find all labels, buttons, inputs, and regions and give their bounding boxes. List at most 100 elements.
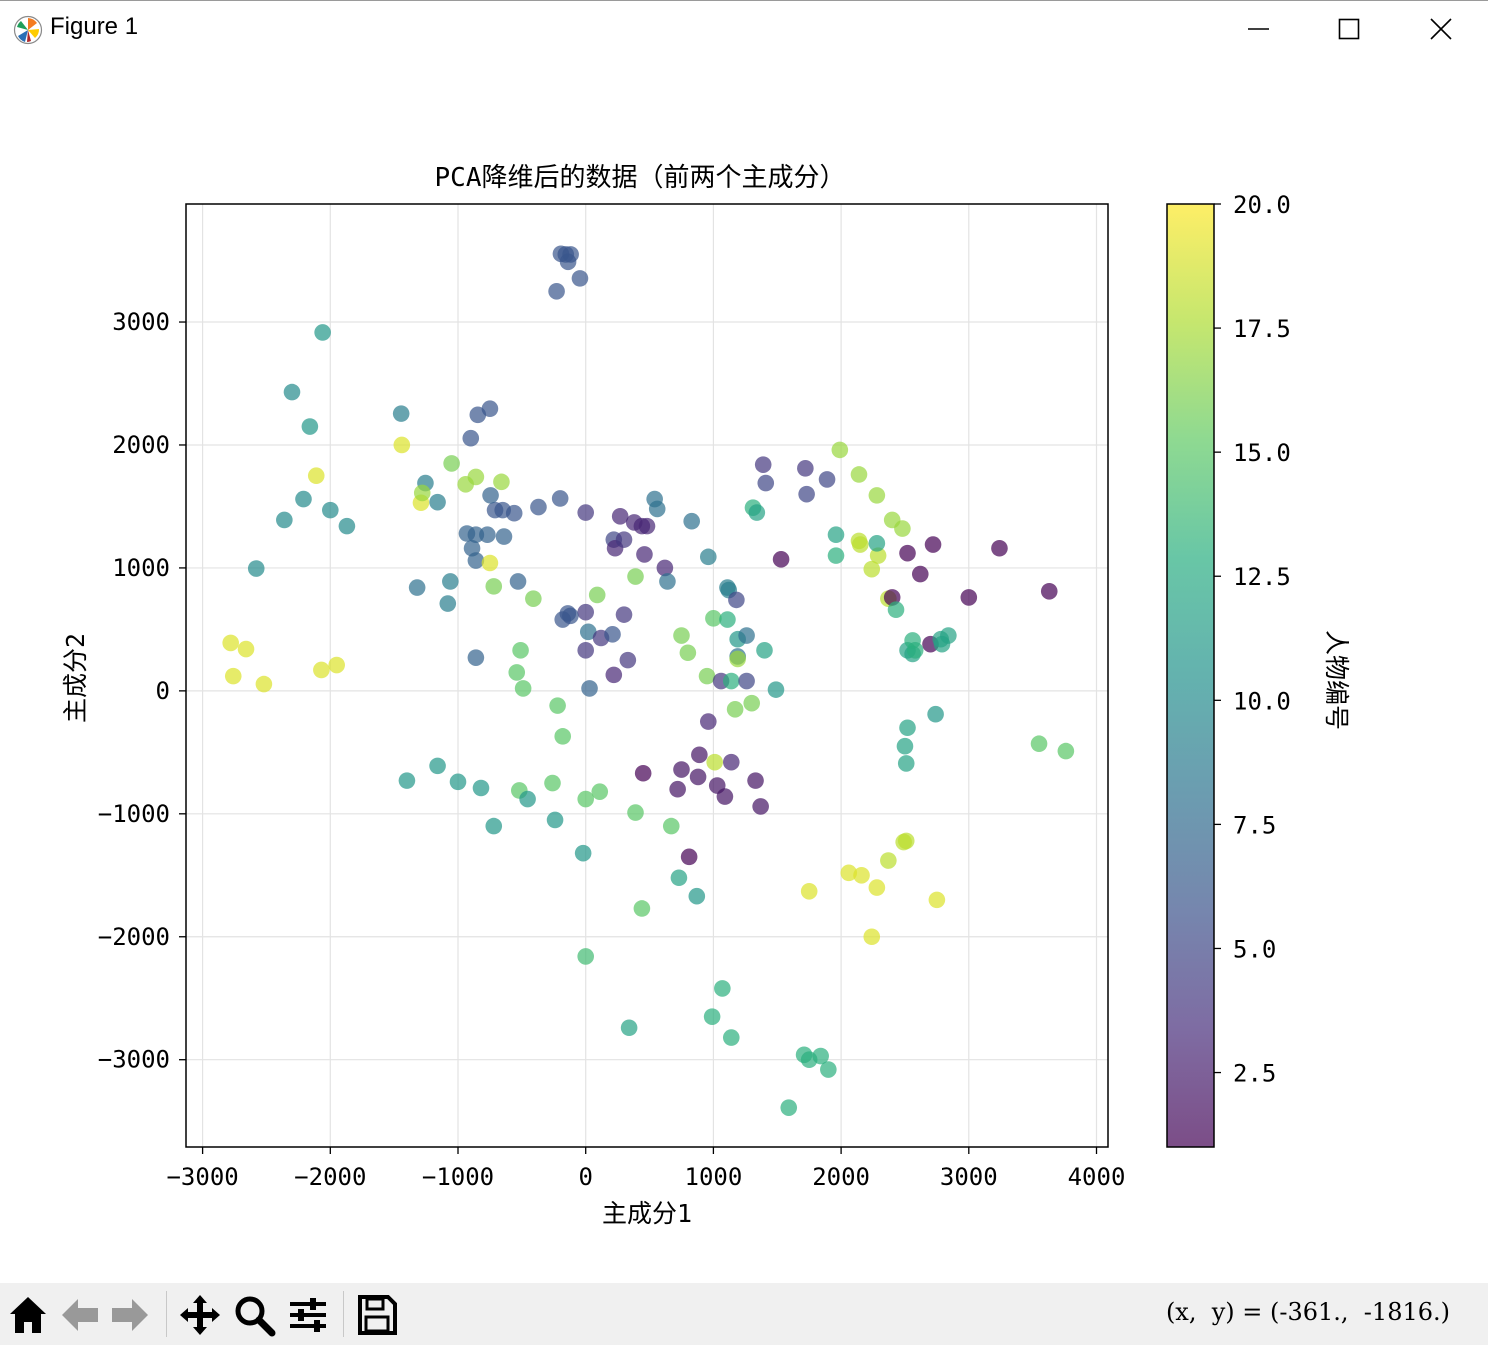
scatter-point [772,551,790,568]
scatter-point [887,601,905,619]
scatter-point [680,848,698,866]
toolbar-separator [166,1291,167,1337]
y-tick-label: 3000 [112,308,170,336]
scatter-point [703,1008,721,1025]
pan-icon[interactable] [178,1293,222,1337]
colorbar-tick-label: 2.5 [1233,1060,1276,1088]
scatter-point [605,666,623,684]
scatter-point [714,980,731,997]
colorbar-tick-label: 17.5 [1233,315,1291,343]
scatter-point [408,579,426,596]
scatter-point [467,468,485,486]
scatter-point [301,418,319,435]
x-axis-label: 主成分1 [602,1199,692,1228]
scatter-point [767,681,785,698]
scatter-point [820,1061,837,1078]
scatter-point [738,627,755,644]
scatter-point [726,701,744,718]
scatter-point [525,590,542,607]
scatter-point [851,536,869,553]
scatter-point [748,504,766,521]
scatter-point [588,586,606,604]
figure-canvas[interactable]: −3000 −2000 −1000 0 1000 2000 3000 4000 −3000 −20… [0,56,1488,1283]
x-tick-label: 0 [578,1163,592,1191]
scatter-point [863,560,881,578]
close-icon[interactable] [1421,9,1461,49]
scatter-point [894,520,911,537]
scatter-point [469,406,487,424]
scatter-point [679,644,697,662]
scatter-point [1040,582,1058,600]
colorbar-tick-label: 15.0 [1233,439,1291,467]
back-arrow-icon[interactable] [58,1293,102,1337]
scatter-point [467,649,485,666]
x-tick-label: 2000 [812,1163,870,1191]
scatter-point [719,611,736,628]
scatter-point [627,804,644,821]
y-tick-label: −1000 [98,800,170,828]
scatter-point [840,864,858,882]
scatter-point [683,512,700,530]
scatter-point [798,485,815,503]
cursor-coordinates: (x, y) = (-361., -1816.) [1165,1298,1450,1326]
scatter-point [462,429,480,447]
scatter-point [313,661,330,679]
scatter-point [722,1029,740,1046]
scatter-point [443,455,460,472]
scatter-point [493,473,510,491]
scatter-point [899,719,916,737]
scatter-point [662,817,680,835]
scatter-point [706,753,723,771]
scatter-point [508,664,526,681]
scatter-point [398,772,416,789]
scatter-point [673,627,690,644]
configure-subplots-icon[interactable] [286,1293,330,1337]
scatter-point [895,833,912,851]
scatter-point [656,559,674,577]
colorbar-tick-label: 12.5 [1233,563,1291,591]
scatter-point [747,772,764,789]
scatter-point [413,484,431,502]
home-icon[interactable] [6,1293,50,1337]
scatter-point [467,526,485,544]
scatter-point [467,552,485,569]
scatter-point [705,610,722,627]
scatter-point [940,627,957,644]
minimize-icon[interactable] [1238,9,1278,49]
scatter-point [780,1099,798,1116]
scatter-points [222,245,1075,1116]
y-tick-label: −3000 [98,1046,170,1074]
x-tick-label: 4000 [1068,1163,1126,1191]
scatter-point [853,866,870,884]
scatter-point [479,526,496,544]
scatter-point [743,694,761,712]
maximize-icon[interactable] [1329,9,1369,49]
scatter-point [928,891,946,909]
colorbar-label: 人物编号 [1322,630,1351,730]
scatter-point [442,573,459,590]
scatter-point [620,1019,638,1037]
scatter-point [648,500,666,518]
forward-arrow-icon[interactable] [108,1293,152,1337]
scatter-point [699,548,717,566]
save-icon[interactable] [355,1293,399,1337]
scatter-point [514,680,532,697]
scatter-point [698,667,716,685]
colorbar-tick-label: 10.0 [1233,687,1291,715]
scatter-point [728,591,745,609]
scatter-point [255,675,273,693]
scatter-point [619,651,637,669]
scatter-point [906,641,924,659]
zoom-icon[interactable] [232,1293,276,1337]
scatter-point [634,764,652,782]
scatter-point [924,536,942,553]
scatter-point [699,713,717,730]
scatter-point [307,467,325,485]
scatter-point [322,501,339,519]
scatter-point [827,526,845,544]
scatter-point [669,780,686,798]
scatter-point [752,798,769,815]
scatter-point [577,641,595,659]
scatter-point [604,626,621,643]
scatter-point [574,844,592,862]
